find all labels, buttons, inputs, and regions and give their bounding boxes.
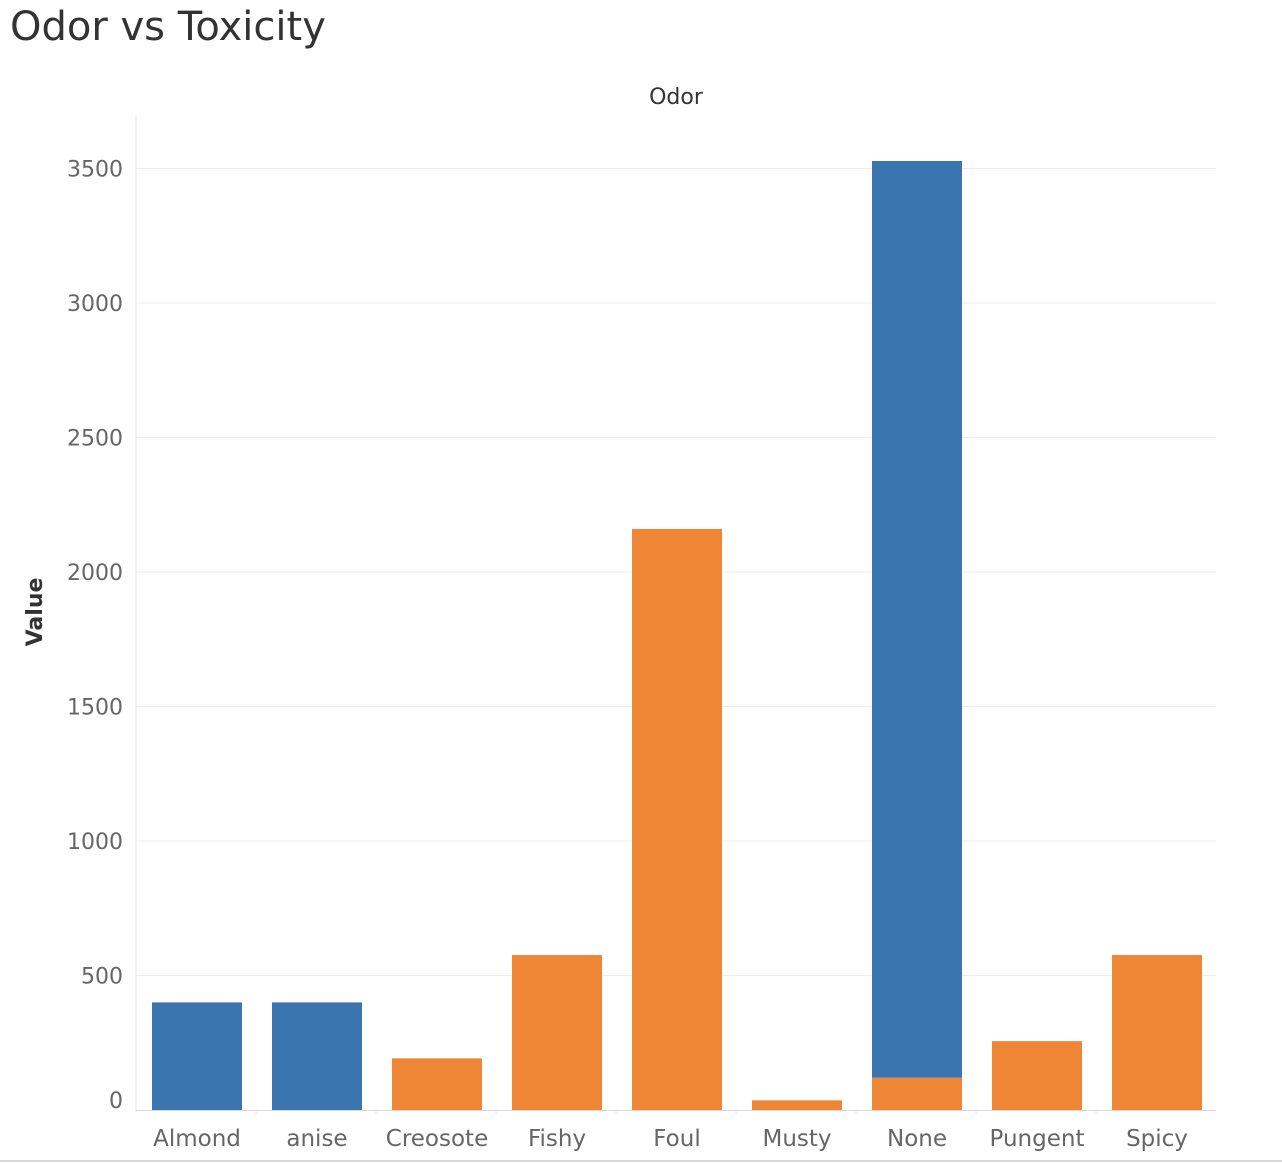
bar-creosote-segment-0[interactable] (392, 1058, 482, 1110)
bar-anise-segment-1[interactable] (272, 1002, 362, 1110)
y-tick-label: 2000 (67, 561, 123, 586)
x-tick-label: Almond (153, 1126, 241, 1152)
axes: Odor Value (23, 85, 1216, 1112)
bar-fishy-segment-0[interactable] (512, 955, 602, 1110)
y-tick-label: 3000 (67, 292, 123, 317)
y-tick-label: 2500 (67, 427, 123, 452)
bar-musty-segment-0[interactable] (752, 1100, 842, 1110)
bottom-rule (0, 1160, 1282, 1162)
x-tick-label: Creosote (386, 1126, 488, 1152)
x-axis-title: Odor (649, 85, 704, 110)
y-tick-label: 0 (109, 1089, 123, 1114)
y-tick-label: 1500 (67, 696, 123, 721)
chart-title: Odor vs Toxicity (10, 4, 326, 50)
bar-none-segment-1[interactable] (872, 160, 962, 1078)
bar-pungent-segment-0[interactable] (992, 1041, 1082, 1110)
x-tick-label: Pungent (990, 1126, 1085, 1152)
x-tick-label: Fishy (528, 1126, 586, 1152)
y-axis-title: Value (23, 578, 48, 647)
bars (152, 160, 1202, 1110)
x-tick-label: anise (286, 1126, 347, 1152)
bar-none-segment-0[interactable] (872, 1077, 962, 1110)
bar-foul-segment-0[interactable] (632, 528, 722, 1110)
x-tick-label: Musty (762, 1126, 831, 1152)
y-tick-label: 500 (81, 965, 123, 990)
bar-almond-segment-1[interactable] (152, 1002, 242, 1110)
y-tick-labels: 0 500 1000 1500 2000 2500 3000 3500 (67, 158, 123, 1115)
x-tick-label: None (887, 1126, 947, 1152)
x-tick-label: Foul (653, 1126, 700, 1152)
y-tick-label: 1000 (67, 830, 123, 855)
bar-spicy-segment-0[interactable] (1112, 955, 1202, 1110)
x-tick-labels: Almond anise Creosote Fishy Foul Musty None Pun… (153, 1126, 1188, 1152)
y-tick-label: 3500 (67, 158, 123, 183)
x-tick-label: Spicy (1126, 1126, 1188, 1152)
